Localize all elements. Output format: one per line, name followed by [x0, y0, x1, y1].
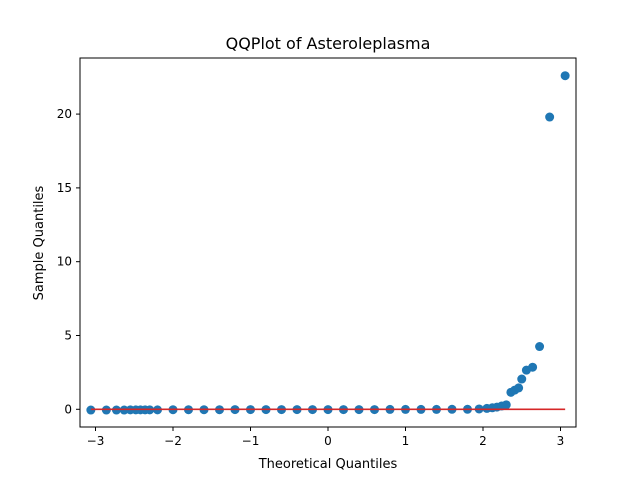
data-point — [545, 112, 555, 122]
x-tick-label: 2 — [479, 434, 487, 448]
y-tick-label: 10 — [57, 255, 72, 269]
x-axis-label: Theoretical Quantiles — [258, 457, 398, 472]
x-tick-label: −3 — [87, 434, 105, 448]
y-tick-label: 5 — [64, 328, 72, 342]
y-tick-label: 0 — [64, 402, 72, 416]
y-tick-label: 20 — [57, 107, 72, 121]
y-tick-label: 15 — [57, 181, 72, 195]
y-axis-label: Sample Quantiles — [32, 185, 47, 300]
data-point — [501, 400, 511, 410]
chart-title: QQPlot of Asteroleplasma — [226, 34, 431, 53]
x-tick-label: 0 — [324, 434, 332, 448]
x-tick-label: −1 — [242, 434, 260, 448]
plot-area: −3 −2 −1 0 1 2 3 0 5 10 15 20 — [57, 57, 577, 448]
x-tick-label: 1 — [402, 434, 410, 448]
data-point — [535, 342, 545, 352]
x-tick-label: 3 — [557, 434, 565, 448]
data-point — [517, 374, 527, 384]
data-point — [514, 383, 524, 393]
data-point — [528, 362, 538, 372]
data-point — [560, 71, 570, 81]
x-tick-label: −2 — [164, 434, 182, 448]
